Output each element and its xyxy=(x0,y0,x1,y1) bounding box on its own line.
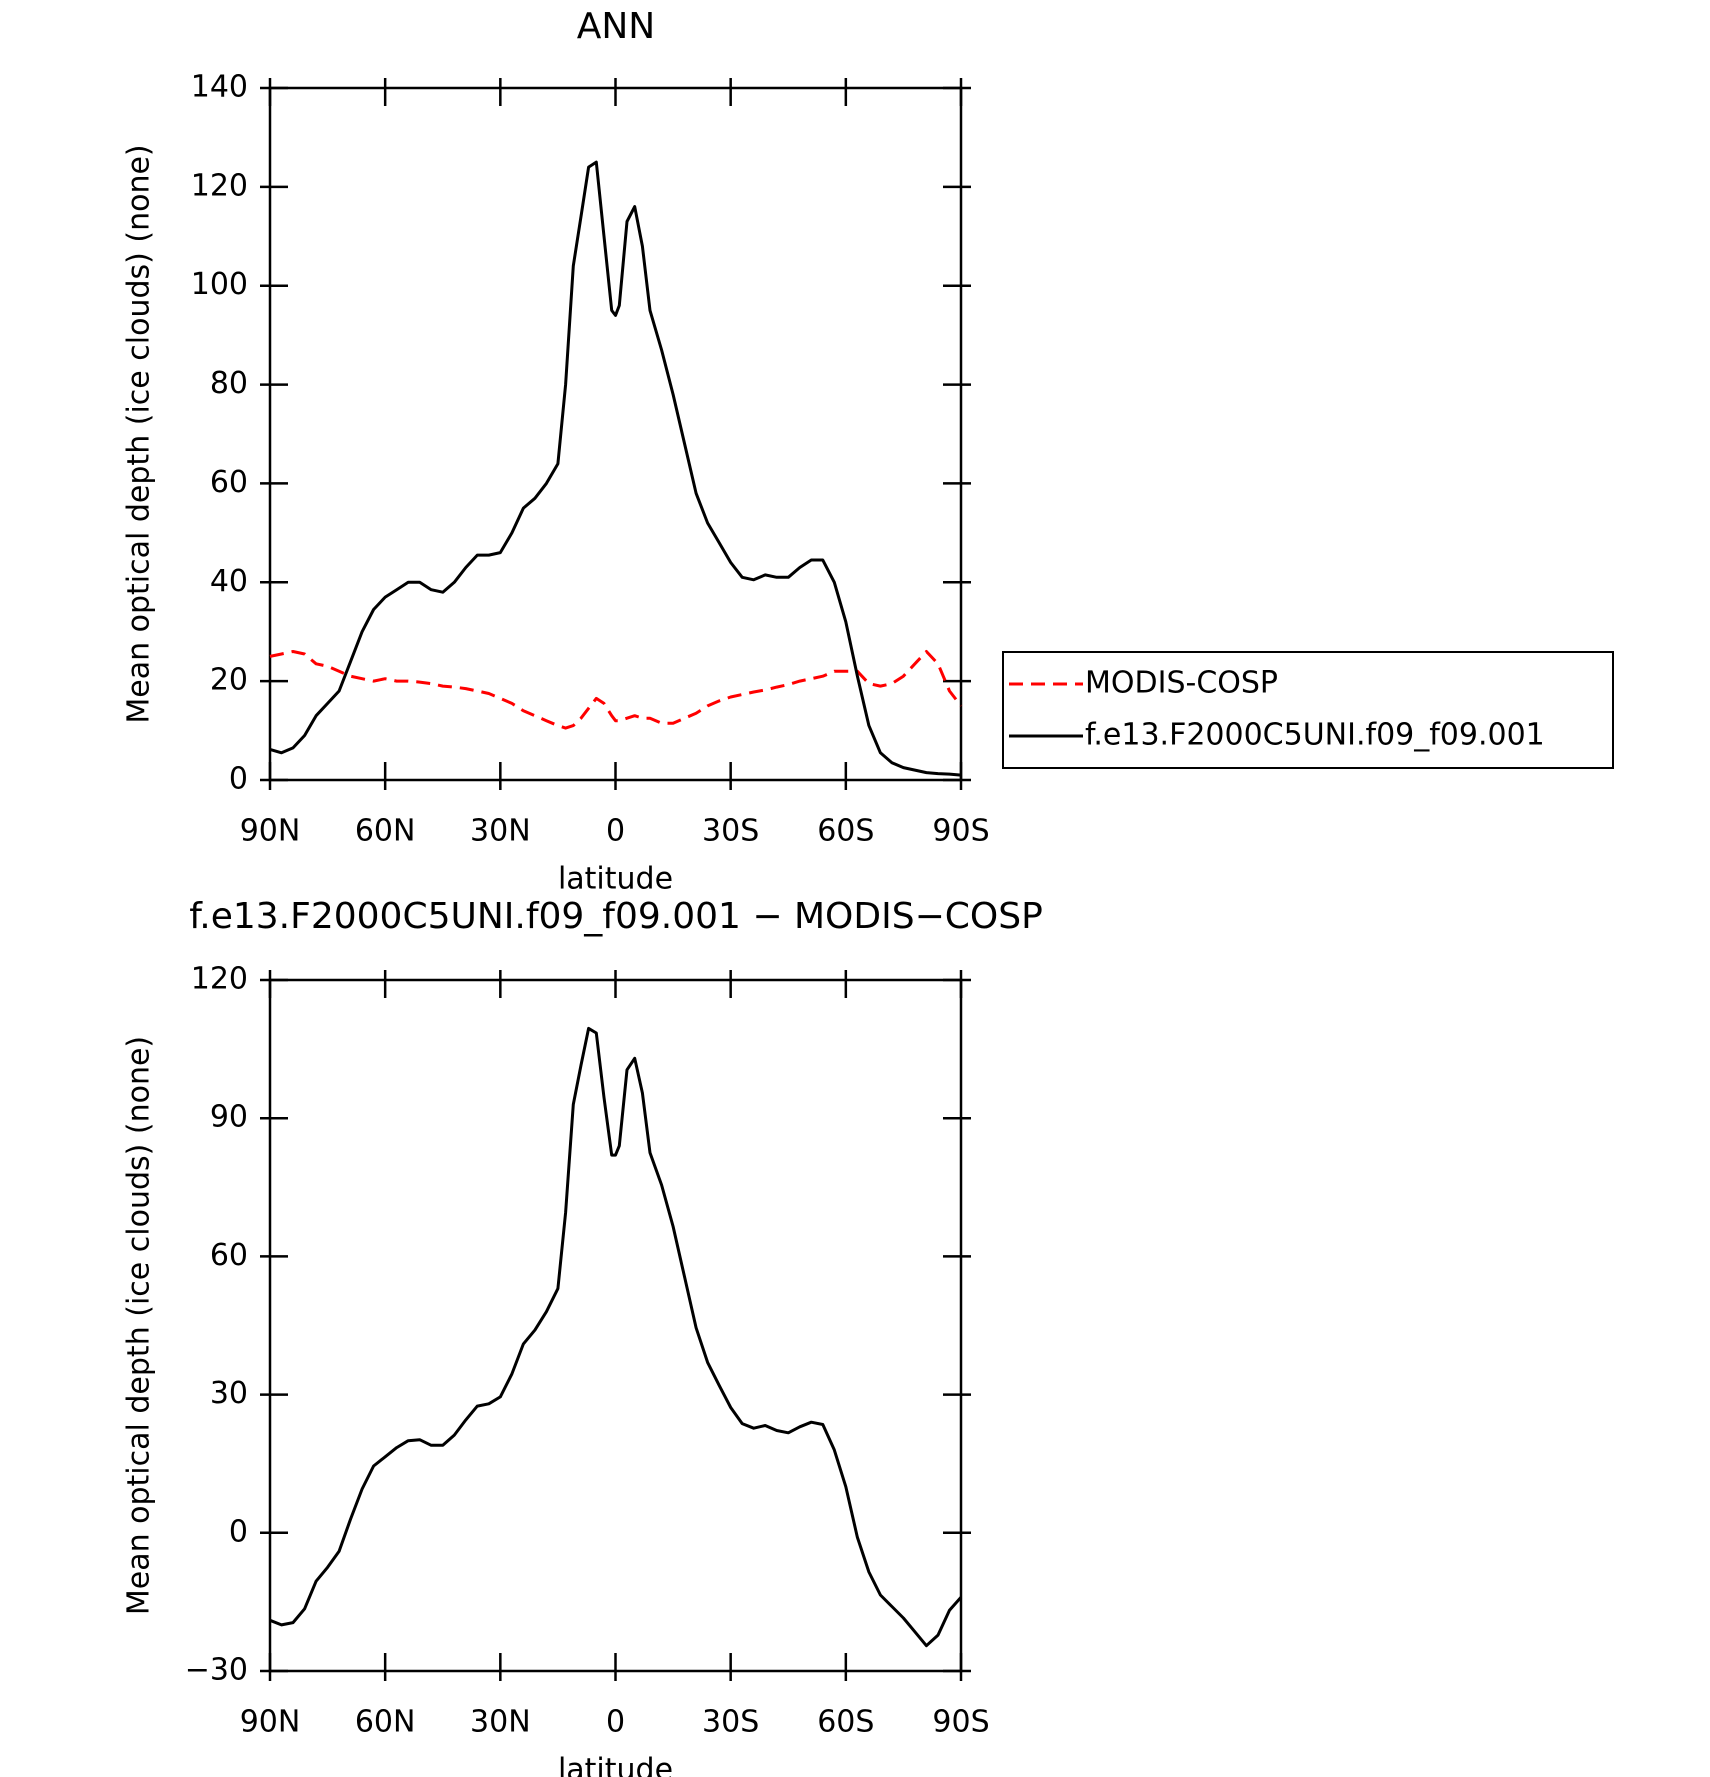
y-tick-label: 40 xyxy=(210,564,248,599)
y-tick-label: 60 xyxy=(210,465,248,500)
y-tick-label: 120 xyxy=(191,168,248,203)
y-tick-label: 100 xyxy=(191,267,248,302)
x-tick-label: 30S xyxy=(702,1705,759,1740)
y-tick-label: 140 xyxy=(191,70,248,105)
y-tick-label: 120 xyxy=(191,962,248,997)
x-tick-label: 90S xyxy=(932,1705,989,1740)
y-tick-label: 30 xyxy=(210,1376,248,1411)
legend-label: MODIS-COSP xyxy=(1085,666,1278,701)
x-tick-label: 60N xyxy=(355,814,416,849)
x-axis-label: latitude xyxy=(558,862,673,897)
data-line xyxy=(269,1026,963,1648)
x-tick-label: 90S xyxy=(932,814,989,849)
data-line xyxy=(269,160,962,777)
x-tick-label: 90N xyxy=(240,1705,301,1740)
x-tick-label: 30N xyxy=(470,1705,531,1740)
y-tick-label: 60 xyxy=(210,1238,248,1273)
y-axis-label: Mean optical depth (ice clouds) (none) xyxy=(122,144,157,723)
x-tick-label: 60S xyxy=(817,1705,874,1740)
x-tick-label: 0 xyxy=(606,1705,625,1740)
y-tick-label: 90 xyxy=(210,1100,248,1135)
legend-box xyxy=(1002,651,1614,769)
x-axis-label: latitude xyxy=(558,1753,673,1777)
y-tick-label: 20 xyxy=(210,663,248,698)
x-tick-label: 60S xyxy=(817,814,874,849)
x-tick-label: 30N xyxy=(470,814,531,849)
chart-title: f.e13.F2000C5UNI.f09_f09.001 − MODIS−COS… xyxy=(189,896,1043,937)
y-tick-label: 0 xyxy=(229,762,248,797)
x-tick-label: 0 xyxy=(606,814,625,849)
legend-label: f.e13.F2000C5UNI.f09_f09.001 xyxy=(1085,718,1545,753)
y-tick-label: 80 xyxy=(210,366,248,401)
data-line xyxy=(269,650,963,730)
plot-frame xyxy=(268,978,963,1673)
chart-title: ANN xyxy=(577,6,656,47)
y-axis-label: Mean optical depth (ice clouds) (none) xyxy=(122,1036,157,1615)
x-tick-label: 30S xyxy=(702,814,759,849)
y-tick-label: −30 xyxy=(185,1653,248,1688)
x-tick-label: 90N xyxy=(240,814,301,849)
y-tick-label: 0 xyxy=(229,1514,248,1549)
x-tick-label: 60N xyxy=(355,1705,416,1740)
